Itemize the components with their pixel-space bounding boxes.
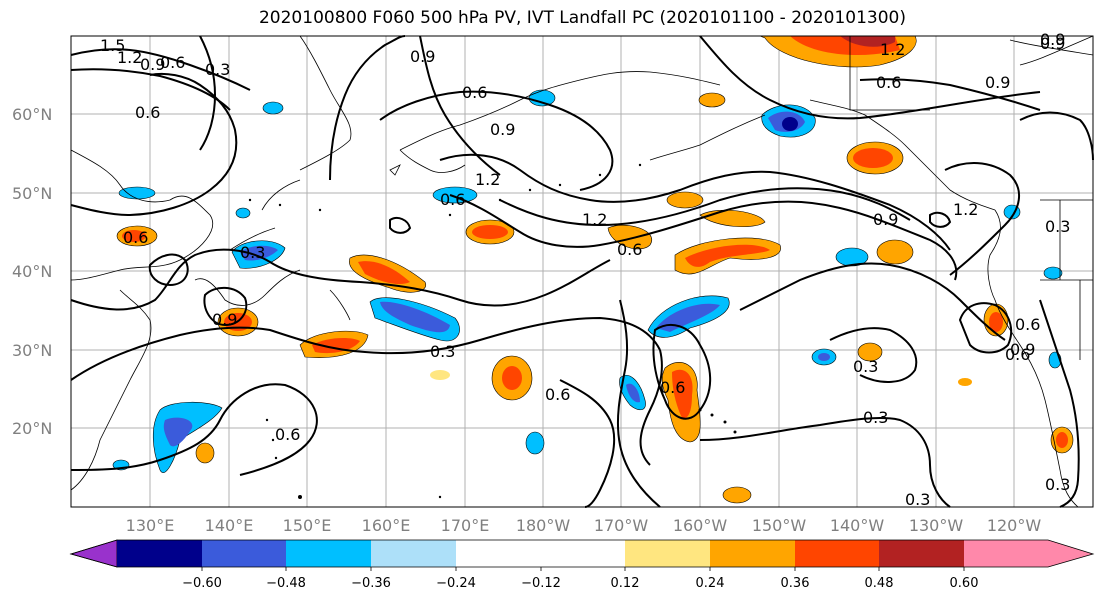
- lon-label: 140°E: [205, 516, 254, 535]
- colorbar-tick-label: −0.60: [182, 576, 222, 591]
- colorbar-tick-label: 0.60: [950, 576, 979, 591]
- contour-label: 0.6: [1005, 345, 1030, 364]
- colorbar-segment: [541, 540, 625, 567]
- contour-label: 0.3: [1045, 475, 1070, 494]
- contour-label: 0.9: [1010, 340, 1035, 359]
- contour-labels: 1.5 1.2 0.9 0.6 0.3 0.6 0.9 0.6 0.9 0.6 …: [100, 30, 1070, 509]
- contour-label: 0.6: [660, 378, 685, 397]
- colorbar: −0.60 −0.48 −0.36 −0.24 −0.12 0.12 0.24 …: [69, 539, 1095, 591]
- colorbar-segment: [286, 540, 371, 567]
- contour-label: 0.3: [863, 408, 888, 427]
- colorbar-segment: [202, 540, 286, 567]
- contour-label: 0.6: [617, 240, 642, 259]
- colorbar-extend-min: [69, 539, 118, 568]
- map-title: 2020100800 F060 500 hPa PV, IVT Landfall…: [258, 8, 906, 28]
- lat-label: 50°N: [12, 184, 52, 203]
- pv-contours: [70, 35, 1094, 508]
- contour-label: 0.6: [545, 385, 570, 404]
- colorbar-tick-label: 0.12: [611, 576, 640, 591]
- colorbar-outline: [69, 539, 1095, 568]
- colorbar-tick-label: 0.24: [696, 576, 725, 591]
- contour-label: 0.9: [873, 210, 898, 229]
- contour-label: 0.6: [876, 73, 901, 92]
- shading-features: [112, 35, 1074, 504]
- lon-label: 140°W: [830, 516, 885, 535]
- contour-label: 0.6: [275, 425, 300, 444]
- contour-label: 0.3: [1045, 217, 1070, 236]
- colorbar-segment: [371, 540, 456, 567]
- map-frame: [70, 35, 1094, 508]
- colorbar-tick-label: −0.12: [521, 576, 561, 591]
- contour-label: 0.9: [410, 47, 435, 66]
- lon-label: 150°W: [752, 516, 807, 535]
- colorbar-extend-max: [964, 540, 1093, 567]
- lat-label: 20°N: [12, 419, 52, 438]
- contour-label: 0.6: [462, 83, 487, 102]
- colorbar-tick-label: 0.36: [781, 576, 810, 591]
- contour-label: 0.3: [853, 357, 878, 376]
- contour-label: 0.6: [440, 190, 465, 209]
- contour-label: 1.5: [100, 36, 125, 55]
- lon-label: 170°E: [441, 516, 490, 535]
- contour-label: 0.9: [140, 55, 165, 74]
- contour-label: 0.9: [1040, 34, 1065, 53]
- lon-label: 150°E: [283, 516, 332, 535]
- contour-label: 0.6: [1015, 315, 1040, 334]
- contour-label: 1.2: [475, 170, 500, 189]
- lon-label: 180°W: [516, 516, 571, 535]
- contour-label: 0.3: [430, 342, 455, 361]
- contour-label: 1.2: [953, 200, 978, 219]
- contour-label: 0.3: [905, 490, 930, 509]
- colorbar-segment: [795, 540, 879, 567]
- contour-label: 0.9: [1040, 30, 1065, 49]
- latitude-labels: 20°N 30°N 40°N 50°N 60°N: [12, 105, 52, 438]
- contour-label: 1.2: [582, 210, 607, 229]
- lat-label: 40°N: [12, 262, 52, 281]
- contour-label: 0.9: [985, 73, 1010, 92]
- colorbar-tick-label: −0.48: [266, 576, 306, 591]
- contour-label: 0.9: [212, 310, 237, 329]
- lon-label: 160°W: [673, 516, 728, 535]
- contour-label: 1.2: [117, 48, 142, 67]
- contour-label: 1.2: [880, 40, 905, 59]
- colorbar-segment: [117, 540, 202, 567]
- lon-label: 120°W: [987, 516, 1042, 535]
- colorbar-ticks: [201, 567, 965, 571]
- contour-label: 0.3: [240, 243, 265, 262]
- lon-label: 130°W: [909, 516, 964, 535]
- colorbar-segment: [710, 540, 795, 567]
- lat-label: 30°N: [12, 341, 52, 360]
- contour-label: 0.6: [135, 103, 160, 122]
- colorbar-tick-label: 0.48: [865, 576, 894, 591]
- lon-label: 160°E: [362, 516, 411, 535]
- colorbar-tick-label: −0.36: [351, 576, 391, 591]
- colorbar-segment: [625, 540, 710, 567]
- lat-label: 60°N: [12, 105, 52, 124]
- contour-label: 0.9: [490, 120, 515, 139]
- contour-label: 0.6: [160, 53, 185, 72]
- colorbar-segment: [456, 540, 541, 567]
- contour-label: 0.6: [123, 228, 148, 247]
- contour-label: 0.3: [205, 60, 230, 79]
- longitude-labels: 130°E 140°E 150°E 160°E 170°E 180°W 170°…: [126, 516, 1042, 535]
- lon-label: 170°W: [594, 516, 649, 535]
- colorbar-tick-label: −0.24: [436, 576, 476, 591]
- colorbar-segment: [879, 540, 964, 567]
- lon-label: 130°E: [126, 516, 175, 535]
- colorbar-tick-labels: −0.60 −0.48 −0.36 −0.24 −0.12 0.12 0.24 …: [182, 576, 978, 591]
